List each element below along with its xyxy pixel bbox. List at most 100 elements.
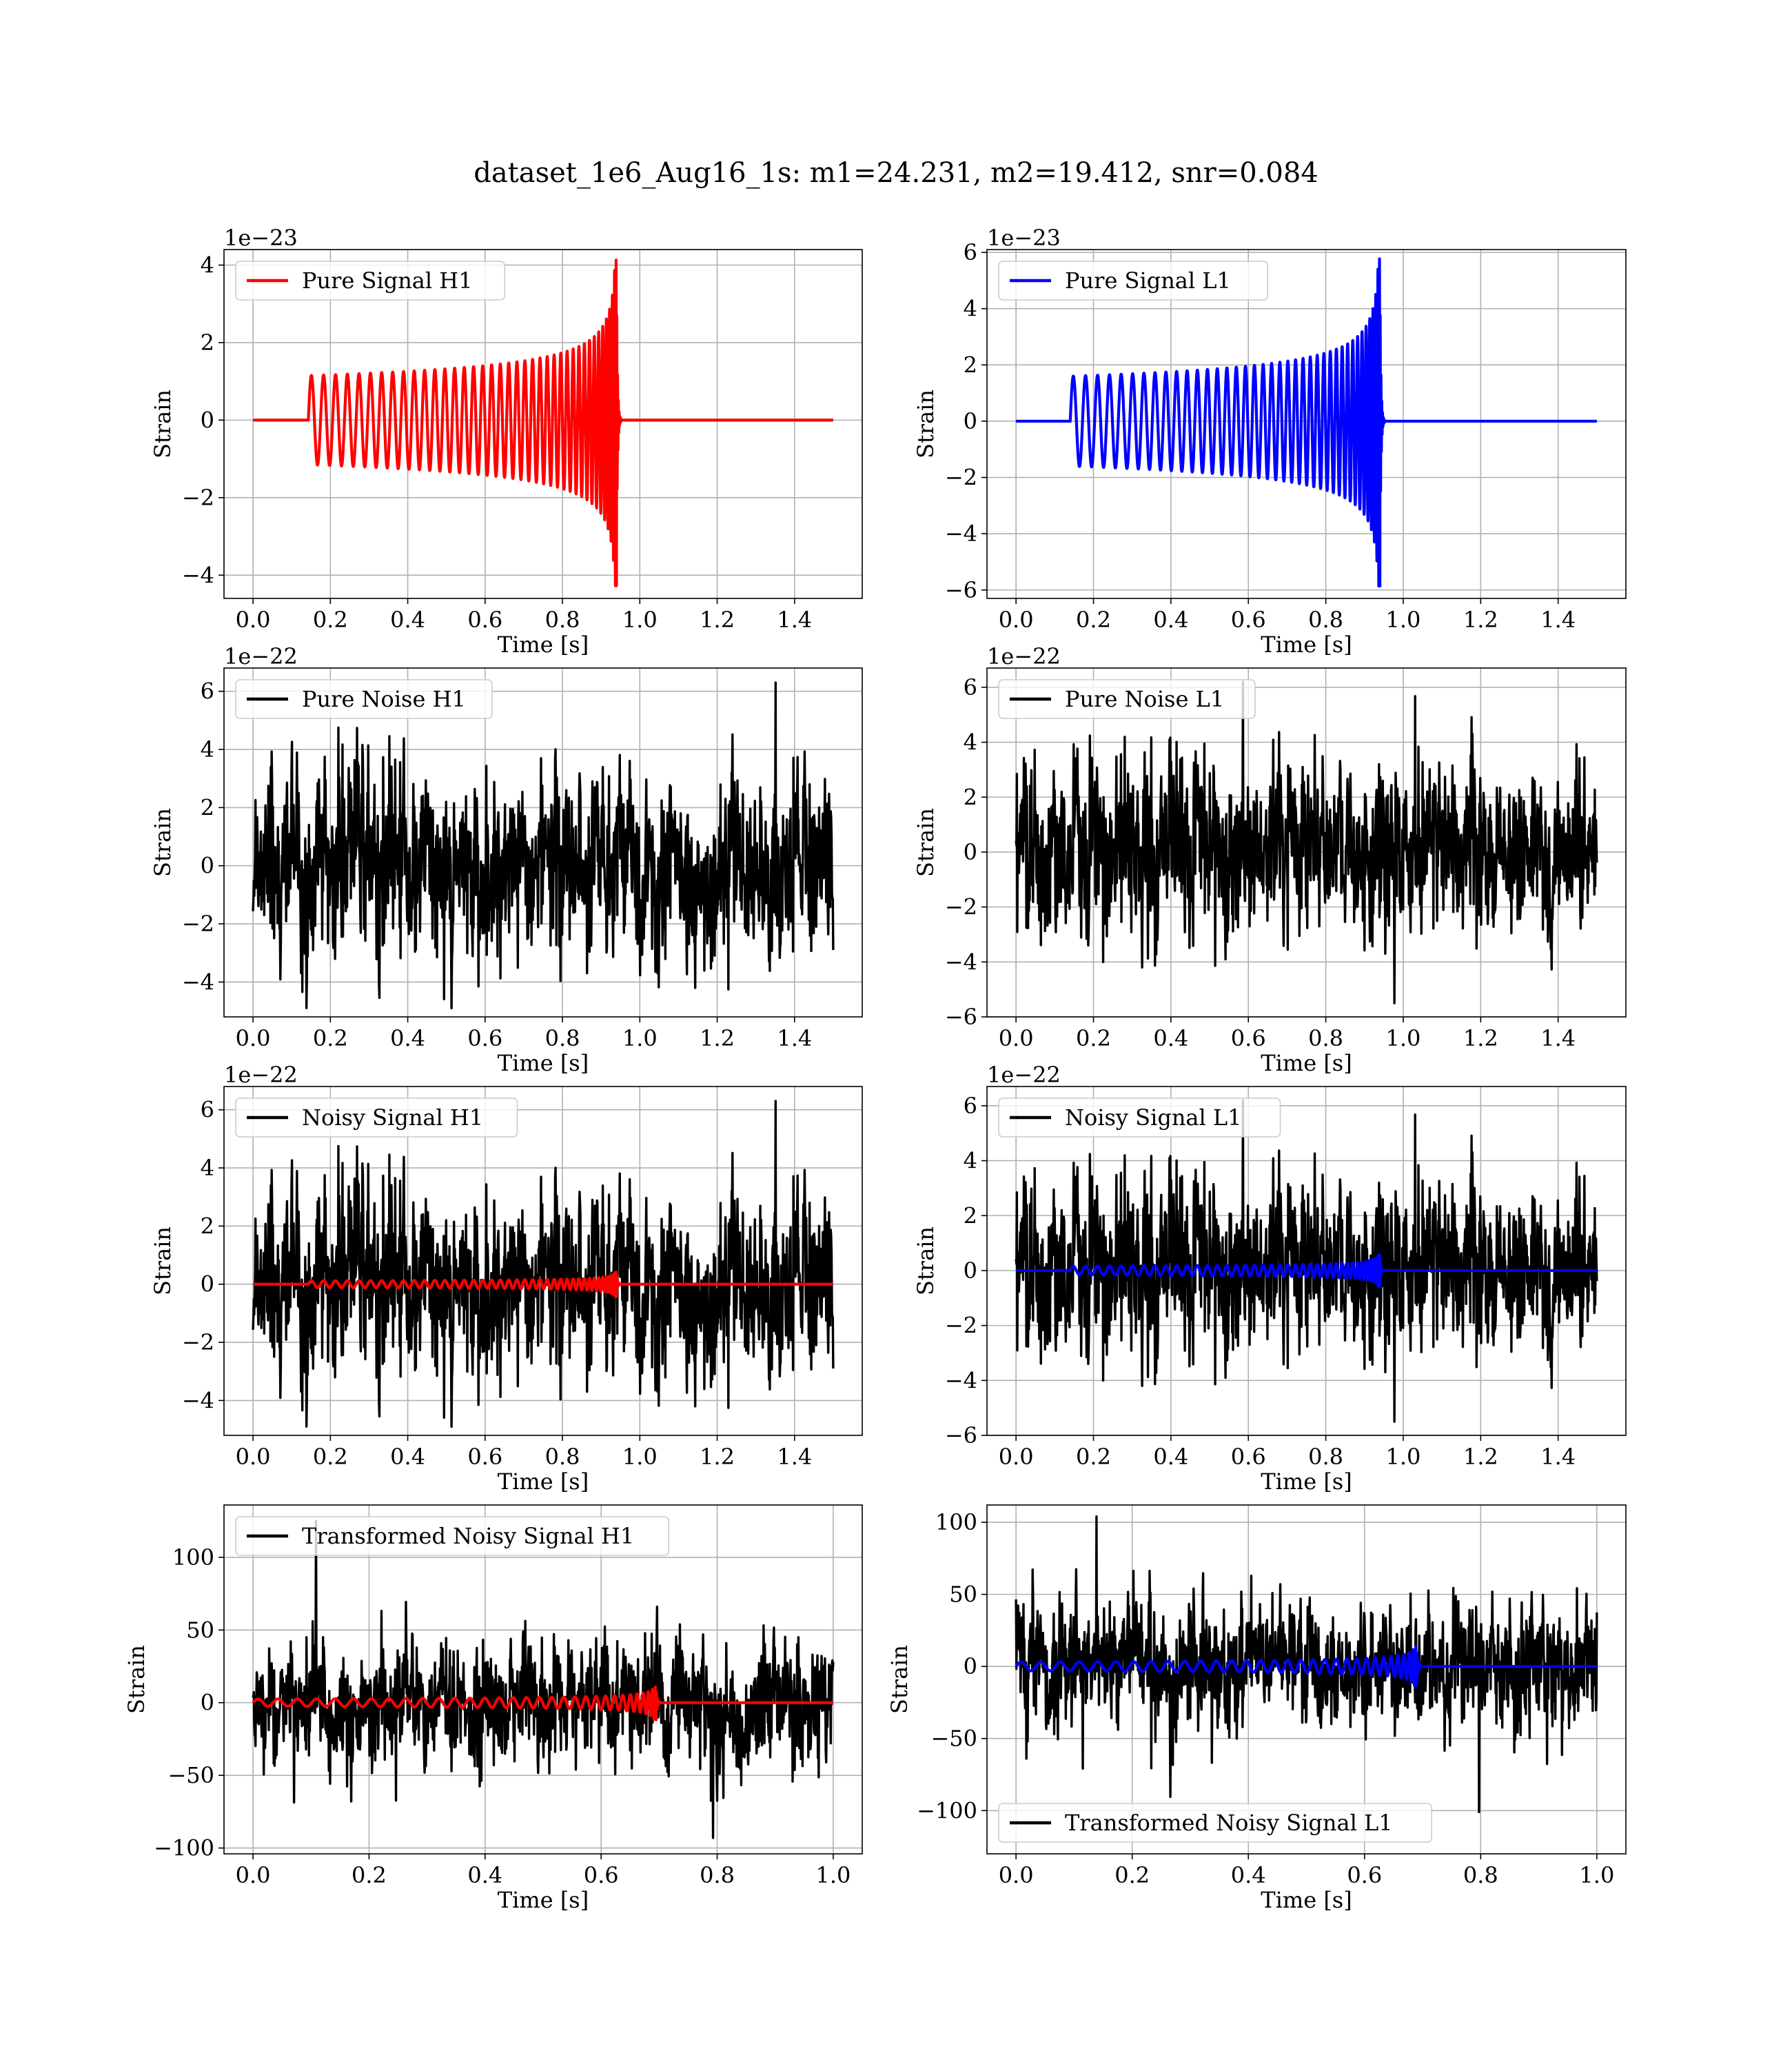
axes-frame [986, 667, 1627, 1018]
y-tick-label: −2 [945, 465, 977, 491]
y-tick-label: 4 [201, 736, 214, 762]
x-tick-label: 0.6 [467, 1025, 502, 1051]
x-tick-label: 1.0 [622, 1025, 658, 1051]
legend: Pure Signal L1 [998, 261, 1269, 301]
x-tick-label: 1.0 [1386, 1025, 1421, 1051]
x-tick-label: 0.2 [352, 1862, 387, 1888]
legend-box [235, 1098, 518, 1138]
y-offset-label: 1e−23 [987, 225, 1061, 251]
x-tick-label: 1.4 [1540, 1025, 1576, 1051]
x-tick-label: 1.0 [1386, 1444, 1421, 1470]
legend: Pure Noise L1 [998, 679, 1256, 719]
y-tick-label: 2 [201, 1213, 214, 1239]
y-axis-label: Strain [150, 1226, 176, 1295]
x-tick-label: 0.8 [700, 1862, 735, 1888]
legend: Transformed Noisy Signal H1 [235, 1516, 669, 1556]
y-tick-label: 100 [935, 1509, 977, 1535]
x-axis-label: Time [s] [1261, 1050, 1352, 1076]
x-tick-label: 1.2 [1463, 607, 1498, 633]
x-tick-label: 1.0 [622, 607, 658, 633]
y-tick-label: 0 [201, 1690, 214, 1716]
y-tick-label: −4 [945, 521, 977, 547]
y-tick-label: 4 [201, 252, 214, 278]
x-tick-label: 0.8 [545, 1444, 580, 1470]
legend-label: Noisy Signal H1 [302, 1104, 483, 1131]
x-tick-label: 0.0 [999, 1444, 1034, 1470]
y-tick-label: 6 [964, 1093, 977, 1119]
subplot-5: 0.0 0.2 0.4 0.6 0.8 1.0 1.2 1.4 −4 −2 0 2 4 6 Time [s]… [150, 1062, 863, 1495]
y-tick-label: −50 [167, 1762, 214, 1788]
series-line-chirp [1016, 1253, 1597, 1289]
y-tick-label: −2 [182, 1329, 214, 1355]
y-tick-label: −50 [930, 1726, 977, 1752]
y-tick-label: 0 [201, 1271, 214, 1297]
y-tick-label: −100 [917, 1797, 977, 1824]
y-tick-label: 4 [964, 729, 977, 756]
x-tick-label: 0.6 [584, 1862, 619, 1888]
y-tick-label: 2 [201, 330, 214, 356]
legend-box [235, 679, 493, 719]
x-tick-label: 0.8 [1308, 1444, 1343, 1470]
y-axis-label: Strain [886, 1645, 913, 1714]
x-tick-label: 0.6 [467, 1444, 502, 1470]
subplot-6: 0.0 0.2 0.4 0.6 0.8 1.0 1.2 1.4 −6 −4 −2 0 2 4 6 Time [… [913, 1062, 1627, 1495]
x-tick-label: 0.4 [390, 607, 425, 633]
x-tick-label: 1.0 [622, 1444, 658, 1470]
y-tick-label: 6 [201, 678, 214, 705]
y-tick-label: 6 [964, 674, 977, 700]
series-group [1016, 257, 1597, 588]
x-tick-label: 0.8 [1308, 1025, 1343, 1051]
y-tick-label: 2 [964, 1202, 977, 1229]
x-axis-label: Time [s] [1261, 632, 1352, 658]
x-tick-label: 0.2 [1076, 607, 1111, 633]
x-tick-label: 1.0 [1386, 607, 1421, 633]
y-tick-label: 6 [201, 1097, 214, 1123]
series-group [252, 681, 835, 1010]
y-offset-label: 1e−23 [224, 225, 298, 251]
series-line-noise [1015, 1515, 1598, 1814]
y-tick-label: 0 [201, 853, 214, 879]
y-tick-label: −2 [182, 911, 214, 937]
series-group [1015, 680, 1598, 1004]
series-group [252, 1100, 835, 1428]
x-tick-label: 0.4 [1231, 1862, 1266, 1888]
y-tick-label: 2 [201, 794, 214, 820]
y-axis-label: Strain [123, 1645, 150, 1714]
x-tick-label: 0.0 [236, 607, 271, 633]
x-tick-label: 0.8 [545, 1025, 580, 1051]
x-tick-label: 0.6 [1231, 1444, 1266, 1470]
x-tick-label: 0.8 [545, 607, 580, 633]
y-tick-label: 2 [964, 784, 977, 810]
x-tick-label: 1.4 [777, 1444, 812, 1470]
y-tick-label: −6 [945, 577, 977, 603]
legend-box [998, 1098, 1281, 1138]
legend-box [998, 261, 1269, 301]
x-tick-label: 1.4 [777, 607, 812, 633]
legend-label: Pure Signal L1 [1065, 267, 1231, 294]
subplot-8: 0.0 0.2 0.4 0.6 0.8 1.0 −100 −50 0 50 100 Time [s] S… [886, 1504, 1627, 1913]
axes-frame [986, 1504, 1627, 1855]
y-tick-label: 0 [964, 1257, 977, 1284]
y-offset-label: 1e−22 [987, 1062, 1061, 1088]
y-tick-label: 4 [964, 296, 977, 322]
series-line-noise [252, 681, 835, 1010]
legend: Transformed Noisy Signal L1 [998, 1803, 1432, 1843]
subplot-7: 0.0 0.2 0.4 0.6 0.8 1.0 −100 −50 0 50 100 Time [s] S… [123, 1504, 863, 1913]
x-tick-label: 0.2 [1114, 1862, 1150, 1888]
y-tick-label: −2 [945, 1313, 977, 1339]
x-axis-label: Time [s] [1261, 1468, 1352, 1495]
series-line-noise [252, 1519, 835, 1839]
x-tick-label: 0.0 [999, 607, 1034, 633]
y-axis-label: Strain [150, 390, 176, 458]
x-tick-label: 0.0 [236, 1025, 271, 1051]
x-tick-label: 0.0 [236, 1862, 271, 1888]
x-tick-label: 1.0 [815, 1862, 851, 1888]
y-tick-label: 50 [949, 1582, 977, 1608]
y-tick-label: −100 [154, 1835, 214, 1861]
x-tick-label: 0.2 [313, 607, 348, 633]
x-axis-label: Time [s] [498, 1468, 589, 1495]
x-tick-label: 1.2 [700, 1025, 735, 1051]
legend: Pure Noise H1 [235, 679, 493, 719]
x-tick-label: 1.2 [1463, 1025, 1498, 1051]
